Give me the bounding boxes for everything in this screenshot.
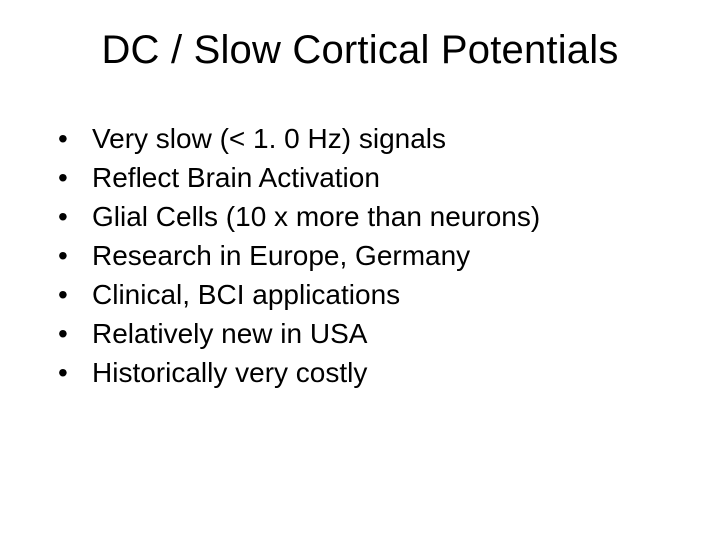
- bullet-text: Clinical, BCI applications: [92, 277, 670, 312]
- list-item: • Reflect Brain Activation: [58, 160, 670, 195]
- bullet-icon: •: [58, 316, 92, 351]
- list-item: • Clinical, BCI applications: [58, 277, 670, 312]
- bullet-text: Historically very costly: [92, 355, 670, 390]
- bullet-icon: •: [58, 238, 92, 273]
- bullet-icon: •: [58, 121, 92, 156]
- bullet-icon: •: [58, 199, 92, 234]
- bullet-text: Glial Cells (10 x more than neurons): [92, 199, 670, 234]
- list-item: • Research in Europe, Germany: [58, 238, 670, 273]
- slide-title: DC / Slow Cortical Potentials: [50, 28, 670, 73]
- slide: DC / Slow Cortical Potentials • Very slo…: [0, 0, 720, 540]
- bullet-icon: •: [58, 277, 92, 312]
- bullet-list: • Very slow (< 1. 0 Hz) signals • Reflec…: [50, 121, 670, 390]
- list-item: • Glial Cells (10 x more than neurons): [58, 199, 670, 234]
- bullet-text: Relatively new in USA: [92, 316, 670, 351]
- list-item: • Historically very costly: [58, 355, 670, 390]
- bullet-text: Reflect Brain Activation: [92, 160, 670, 195]
- list-item: • Relatively new in USA: [58, 316, 670, 351]
- bullet-icon: •: [58, 355, 92, 390]
- bullet-text: Research in Europe, Germany: [92, 238, 670, 273]
- bullet-text: Very slow (< 1. 0 Hz) signals: [92, 121, 670, 156]
- bullet-icon: •: [58, 160, 92, 195]
- list-item: • Very slow (< 1. 0 Hz) signals: [58, 121, 670, 156]
